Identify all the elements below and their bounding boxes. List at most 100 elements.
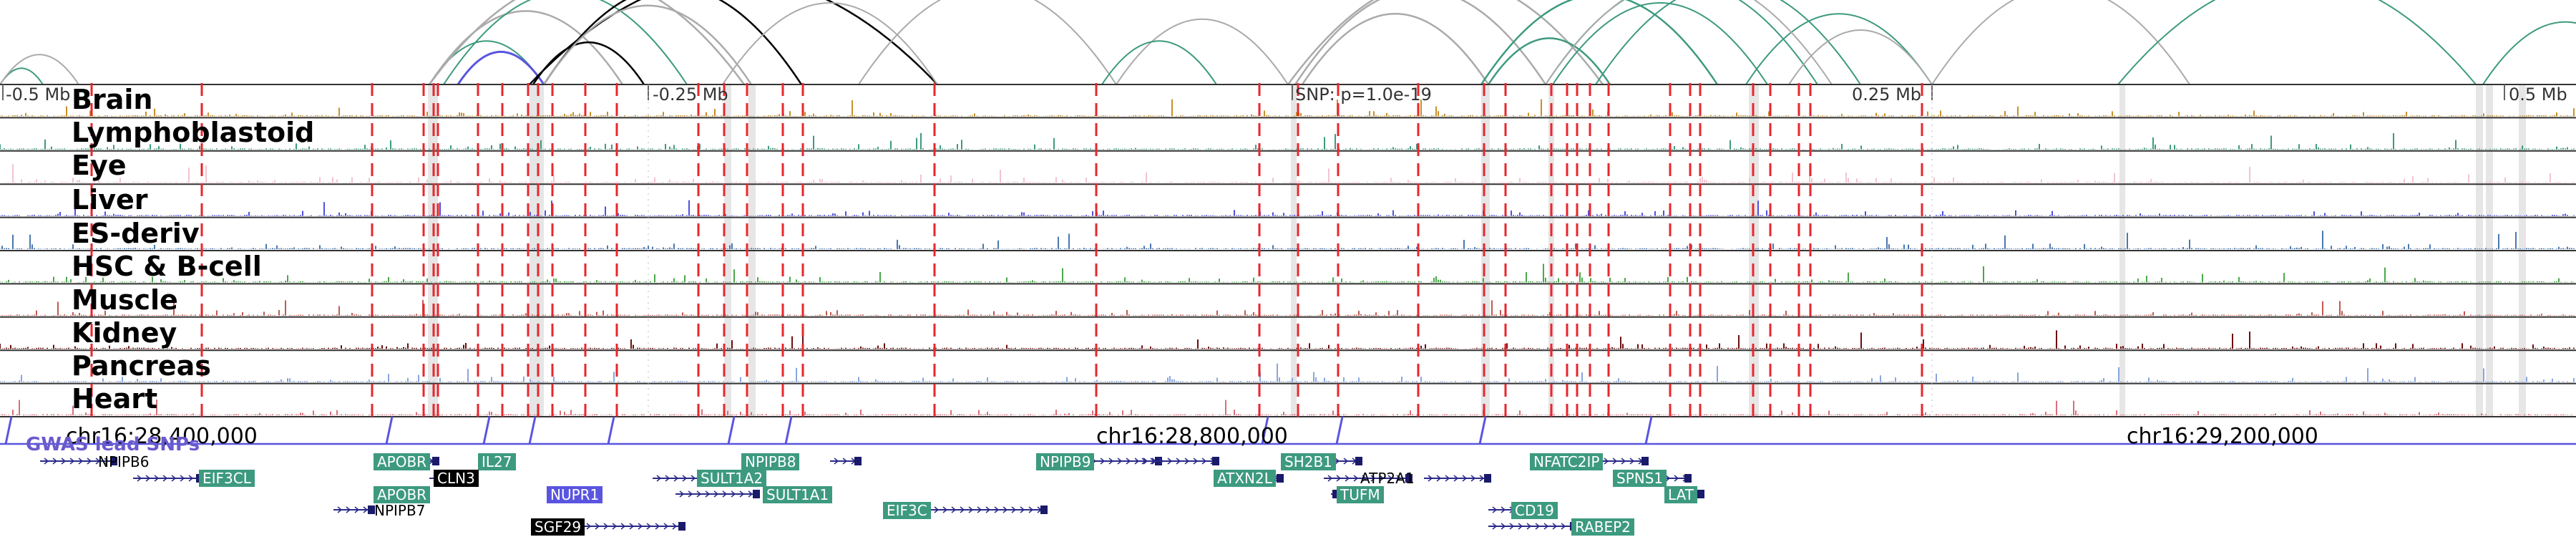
- gene-label[interactable]: NPIPB9: [1036, 453, 1095, 470]
- gene-strand-chevron: [994, 506, 1000, 513]
- gene-strand-chevron: [638, 523, 643, 530]
- gene-label[interactable]: EIF3CL: [199, 470, 255, 487]
- gene-label[interactable]: SULT1A1: [763, 486, 833, 503]
- interaction-arc: [1595, 0, 1861, 85]
- gene-strand-chevron: [95, 458, 101, 465]
- gene-exon: [1697, 490, 1704, 498]
- gene-label[interactable]: LAT: [1664, 486, 1697, 503]
- gene-strand-chevron: [586, 523, 592, 530]
- gene-strand-chevron: [1028, 506, 1034, 513]
- gene-strand-chevron: [1193, 458, 1199, 465]
- gene-strand-chevron: [1453, 475, 1459, 482]
- gene-strand-chevron: [688, 490, 693, 498]
- track-label-muscle: Muscle: [72, 284, 178, 316]
- gene-exon: [110, 457, 117, 465]
- gene-label[interactable]: NPIPB6: [98, 453, 150, 470]
- interaction-arc: [2482, 21, 2576, 85]
- gene-strand-chevron: [834, 458, 839, 465]
- gene-strand-chevron: [1184, 458, 1190, 465]
- gwas-snp-marker: [1644, 416, 1653, 445]
- interaction-arc: [532, 41, 645, 85]
- gene-strand-chevron: [656, 475, 662, 482]
- gene-strand-chevron: [682, 475, 688, 482]
- interaction-arc: [1745, 13, 1933, 85]
- gene-strand-chevron: [673, 475, 679, 482]
- gene-strand-chevron: [1011, 506, 1017, 513]
- gene-label[interactable]: ATP2A1: [1360, 470, 1415, 487]
- gwas-snp-marker: [1478, 416, 1487, 445]
- gene-strand-chevron: [1126, 458, 1131, 465]
- coordinate-label-2: chr16:28,800,000: [1096, 424, 1288, 449]
- interaction-arc: [1545, 0, 1833, 85]
- interaction-arc: [428, 10, 624, 85]
- gene-exon: [1212, 457, 1219, 465]
- gene-strand-chevron: [672, 523, 678, 530]
- gene-label[interactable]: TUFM: [1337, 486, 1384, 503]
- gene-strand-chevron: [1674, 475, 1679, 482]
- gene-label[interactable]: SH2B1: [1281, 453, 1336, 470]
- interaction-arc: [1931, 0, 2190, 85]
- gene-strand-chevron: [942, 506, 948, 513]
- gene-strand-chevron: [188, 475, 194, 482]
- gene-strand-chevron: [69, 458, 75, 465]
- interaction-arc: [542, 0, 803, 85]
- gene-strand-chevron: [1100, 458, 1106, 465]
- track-signal-5: [0, 263, 2575, 283]
- gene-label[interactable]: APOBR: [374, 453, 431, 470]
- gene-exon: [1040, 505, 1048, 514]
- interaction-arc: [1101, 40, 1217, 85]
- gene-exon: [1332, 490, 1340, 498]
- gene-strand-chevron: [1535, 523, 1541, 530]
- scale-label-minus-half-mb: -0.5 Mb: [6, 84, 71, 105]
- gene-strand-chevron: [137, 475, 142, 482]
- gene-label[interactable]: ATXN2L: [1214, 470, 1276, 487]
- gene-strand-chevron: [629, 523, 635, 530]
- gwas-snp-marker: [1335, 416, 1344, 445]
- gene-strand-chevron: [1379, 475, 1385, 482]
- gene-strand-chevron: [731, 490, 736, 498]
- gene-strand-chevron: [1501, 506, 1506, 513]
- gene-label[interactable]: APOBR: [374, 486, 431, 503]
- gwas-snp-marker: [482, 416, 491, 445]
- gene-label[interactable]: IL27: [478, 453, 516, 470]
- gene-strand-chevron: [154, 475, 160, 482]
- gene-label[interactable]: SULT1A2: [697, 470, 767, 487]
- gwas-snp-marker: [385, 416, 394, 445]
- gene-strand-chevron: [968, 506, 974, 513]
- track-signal-1: [0, 132, 2575, 150]
- gene-label[interactable]: CLN3: [434, 470, 479, 487]
- gene-strand-chevron: [1436, 475, 1442, 482]
- gene-strand-chevron: [1561, 523, 1566, 530]
- gene-label[interactable]: NPIPB7: [374, 502, 426, 519]
- interaction-arc: [1788, 29, 1933, 85]
- gene-strand-chevron: [1604, 458, 1609, 465]
- gene-label[interactable]: NUPR1: [547, 486, 603, 503]
- track-signal-0: [0, 99, 2575, 117]
- gene-strand-chevron: [1445, 475, 1450, 482]
- track-label-liver: Liver: [72, 184, 148, 216]
- track-label-hsc-b-cell: HSC & B-cell: [72, 251, 262, 282]
- gene-strand-chevron: [1362, 475, 1367, 482]
- interaction-arc: [1287, 0, 1604, 85]
- interaction-arc: [1487, 37, 1611, 85]
- gene-label[interactable]: NPIPB8: [741, 453, 800, 470]
- gene-label[interactable]: SGF29: [531, 518, 585, 536]
- interaction-arcs: [0, 0, 2576, 85]
- gene-strand-chevron: [1543, 523, 1549, 530]
- gene-strand-chevron: [1176, 458, 1181, 465]
- gene-models: [40, 457, 1704, 531]
- gene-label[interactable]: RABEP2: [1571, 518, 1634, 536]
- gene-exon: [368, 505, 375, 514]
- gene-label[interactable]: EIF3C: [883, 502, 931, 519]
- gene-label[interactable]: SPNS1: [1613, 470, 1667, 487]
- gene-strand-chevron: [337, 506, 343, 513]
- gene-label[interactable]: NFATC2IP: [1530, 453, 1604, 470]
- gene-strand-chevron: [620, 523, 626, 530]
- coordinate-label-1: chr16:28,400,000: [66, 424, 258, 449]
- interaction-arc: [2117, 0, 2477, 85]
- gene-label[interactable]: CD19: [1511, 502, 1558, 519]
- gene-strand-chevron: [842, 458, 848, 465]
- gene-strand-chevron: [87, 458, 92, 465]
